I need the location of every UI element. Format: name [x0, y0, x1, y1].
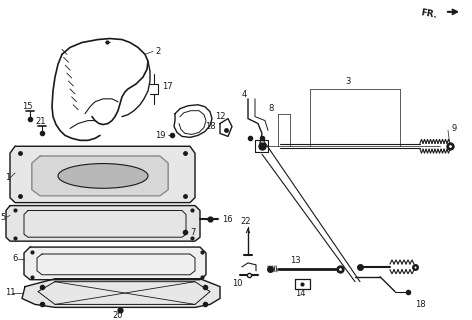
- Text: 1: 1: [5, 173, 10, 182]
- Text: 13: 13: [290, 256, 301, 265]
- Polygon shape: [10, 146, 195, 203]
- Polygon shape: [24, 247, 206, 280]
- Text: 14: 14: [295, 289, 305, 298]
- Polygon shape: [22, 279, 220, 308]
- Text: 3: 3: [346, 76, 351, 85]
- Text: 15: 15: [22, 102, 33, 111]
- Polygon shape: [6, 205, 200, 241]
- Text: 2: 2: [155, 47, 160, 56]
- Text: 21: 21: [35, 117, 45, 126]
- Text: 16: 16: [222, 215, 233, 224]
- Text: 10: 10: [232, 279, 243, 288]
- Text: 20: 20: [112, 311, 123, 320]
- Text: 7: 7: [190, 228, 195, 237]
- Text: 22: 22: [240, 217, 251, 226]
- Text: 8: 8: [268, 104, 273, 113]
- Polygon shape: [32, 156, 168, 196]
- Text: 6: 6: [12, 254, 17, 263]
- Ellipse shape: [58, 164, 148, 188]
- Text: 12: 12: [215, 112, 226, 121]
- Text: 9: 9: [452, 124, 457, 133]
- Text: 19: 19: [155, 131, 166, 140]
- Text: FR.: FR.: [420, 8, 438, 20]
- Text: 18: 18: [205, 122, 216, 131]
- Text: 4: 4: [242, 90, 247, 100]
- Text: 11: 11: [5, 288, 16, 297]
- Text: 18: 18: [415, 300, 426, 309]
- Text: 17: 17: [162, 83, 173, 92]
- Text: 5: 5: [0, 213, 5, 222]
